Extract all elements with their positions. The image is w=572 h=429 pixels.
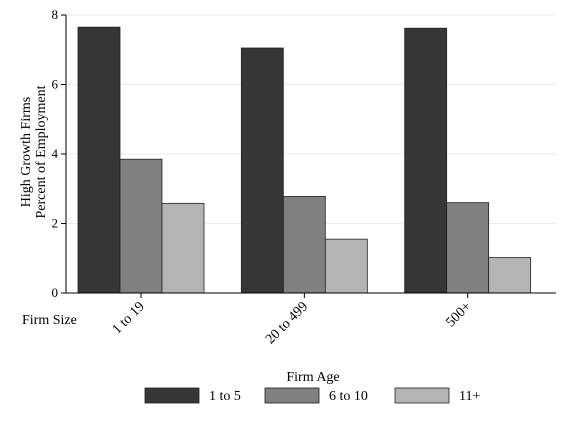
x-tick-labels: 1 to 19 20 to 499 500+ bbox=[110, 299, 475, 347]
legend-label: 11+ bbox=[459, 389, 480, 404]
x-tick-label: 1 to 19 bbox=[110, 299, 148, 337]
bar-20-to-499-1-to-5 bbox=[240, 47, 284, 294]
bar-1-to-19-6-to-10 bbox=[119, 158, 163, 294]
y-tick-label: 4 bbox=[52, 146, 59, 161]
axes bbox=[61, 14, 556, 298]
y-axis-label-line-1: High Growth Firms bbox=[19, 97, 34, 207]
bar-500+-1-to-5 bbox=[404, 27, 448, 294]
y-tick-label: 6 bbox=[52, 77, 59, 92]
legend-swatch bbox=[394, 387, 450, 404]
legend-title: Firm Age bbox=[286, 370, 339, 385]
y-tick-label: 0 bbox=[52, 285, 59, 300]
bar-500+-11- bbox=[488, 257, 532, 294]
bar-1-to-19-11- bbox=[161, 202, 205, 294]
legend-swatch bbox=[144, 387, 200, 404]
y-tick-label: 8 bbox=[52, 7, 59, 22]
bar-20-to-499-6-to-10 bbox=[282, 195, 326, 294]
y-tick-labels: 0 2 4 6 8 bbox=[52, 7, 59, 300]
y-axis-label-line-2: Percent of Employment bbox=[34, 85, 49, 218]
x-tick-label: 20 to 499 bbox=[263, 299, 311, 347]
bar-20-to-499-11- bbox=[324, 238, 368, 294]
x-tick-label: 500+ bbox=[443, 299, 474, 330]
bars bbox=[77, 26, 532, 294]
y-axis-label: High Growth Firms Percent of Employment bbox=[19, 85, 49, 218]
bar-1-to-19-1-to-5 bbox=[77, 26, 121, 294]
y-tick-label: 2 bbox=[52, 216, 59, 231]
bar-500+-6-to-10 bbox=[446, 202, 490, 294]
x-axis-label: Firm Size bbox=[22, 313, 77, 328]
legend-label: 1 to 5 bbox=[209, 389, 241, 404]
legend: Firm Age 1 to 5 6 to 10 11+ bbox=[144, 370, 480, 404]
legend-label: 6 to 10 bbox=[329, 389, 368, 404]
legend-swatch bbox=[264, 387, 320, 404]
